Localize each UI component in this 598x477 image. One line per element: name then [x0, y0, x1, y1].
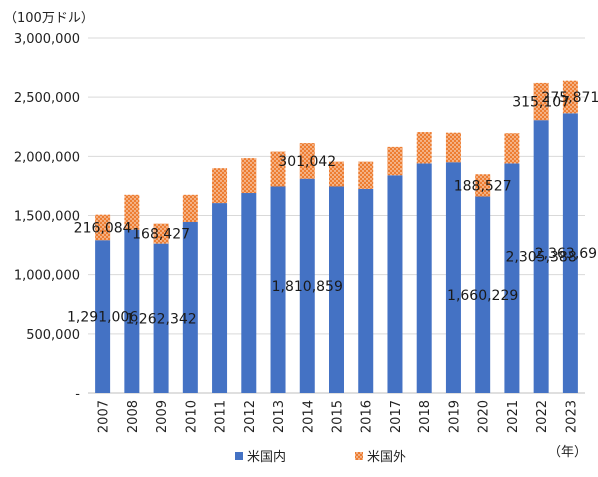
- bar-overseas: [182, 194, 198, 223]
- bar-overseas: [358, 161, 374, 189]
- bar-domestic: [182, 222, 198, 393]
- x-tick-label: 2007: [97, 400, 112, 433]
- data-label: 1,291,006: [67, 310, 138, 326]
- data-label: 168,427: [132, 227, 190, 243]
- y-tick-label: 2,000,000: [14, 150, 80, 165]
- legend-label: 米国内: [247, 449, 286, 465]
- x-tick-label: 2019: [447, 400, 462, 433]
- data-label: 1,660,229: [447, 288, 518, 304]
- data-label: 188,527: [454, 178, 512, 194]
- x-tick-label: 2011: [214, 400, 229, 433]
- bar-overseas: [475, 174, 491, 197]
- bar-domestic: [416, 163, 432, 393]
- y-tick-label: 3,000,000: [14, 32, 80, 47]
- bars: [95, 80, 578, 394]
- bar-overseas: [95, 214, 111, 241]
- bar-overseas: [212, 168, 228, 204]
- x-tick-label: 2020: [477, 400, 492, 433]
- bar-overseas: [153, 223, 169, 244]
- bar-domestic: [387, 175, 403, 393]
- data-label: 1,262,342: [125, 311, 196, 327]
- bar-domestic: [241, 193, 257, 393]
- y-unit-label: （100万ドル）: [4, 11, 94, 26]
- y-tick-label: 1,000,000: [14, 269, 80, 284]
- x-tick-label: 2015: [331, 400, 346, 433]
- data-label: 2,363,693: [535, 246, 598, 262]
- bar-overseas: [124, 194, 140, 230]
- x-tick-label: 2013: [272, 400, 287, 433]
- data-label: 1,810,859: [272, 279, 343, 295]
- bar-overseas: [504, 133, 520, 164]
- bar-overseas: [445, 132, 461, 163]
- x-tick-label: 2022: [535, 400, 550, 433]
- data-label: 275,871: [541, 90, 598, 106]
- bar-domestic: [358, 188, 374, 393]
- bar-domestic: [270, 186, 286, 393]
- bar-domestic: [533, 120, 549, 394]
- x-tick-label: 2017: [389, 400, 404, 433]
- bar-overseas: [387, 146, 403, 176]
- x-tick-label: 2008: [126, 400, 141, 433]
- x-tick-label: 2021: [506, 400, 521, 433]
- bar-domestic: [153, 243, 169, 393]
- y-tick-label: 500,000: [26, 328, 80, 343]
- y-tick-label: 1,500,000: [14, 210, 80, 225]
- bar-overseas: [562, 80, 578, 114]
- data-label: 315,107: [512, 95, 570, 111]
- bar-domestic: [504, 163, 520, 393]
- y-tick-label: -: [75, 387, 80, 402]
- data-label: 301,042: [278, 154, 336, 170]
- data-label: 2,305,388: [506, 250, 577, 266]
- bar-overseas: [533, 82, 549, 121]
- legend-swatch-domestic: [235, 452, 243, 460]
- x-unit-label: （年）: [548, 445, 587, 460]
- legend: 米国内 米国外: [235, 449, 406, 465]
- bar-overseas: [241, 158, 257, 194]
- bar-domestic: [329, 186, 344, 393]
- bar-overseas: [329, 161, 344, 187]
- x-tick-label: 2023: [564, 400, 579, 433]
- x-tick-label: 2014: [301, 400, 316, 433]
- y-axis: - 500,000 1,000,000 1,500,000 2,000,000 2,500…: [14, 32, 80, 402]
- data-label: 216,084: [74, 220, 132, 236]
- bar-domestic: [124, 229, 140, 393]
- bar-domestic: [475, 196, 491, 393]
- bar-overseas: [270, 151, 286, 187]
- bar-overseas: [416, 132, 432, 164]
- x-tick-label: 2016: [360, 400, 375, 433]
- x-tick-label: 2018: [418, 400, 433, 433]
- data-labels: 1,291,006 216,084 1,262,342 168,427 1,810,85…: [67, 90, 598, 327]
- y-tick-label: 2,500,000: [14, 91, 80, 106]
- bar-domestic: [299, 178, 315, 393]
- bar-domestic: [212, 203, 228, 393]
- x-tick-label: 2009: [155, 400, 170, 433]
- bar-domestic: [562, 113, 578, 393]
- x-tick-label: 2010: [184, 400, 199, 433]
- bar-domestic: [95, 240, 111, 393]
- x-tick-label: 2012: [243, 400, 258, 433]
- legend-swatch-overseas: [355, 452, 363, 460]
- x-axis: 2007 2008 2009 2010 2011 2012 2013 2014 2015 2016…: [97, 400, 580, 433]
- bar-overseas: [299, 143, 315, 179]
- legend-label: 米国外: [367, 450, 406, 465]
- bar-domestic: [445, 162, 461, 393]
